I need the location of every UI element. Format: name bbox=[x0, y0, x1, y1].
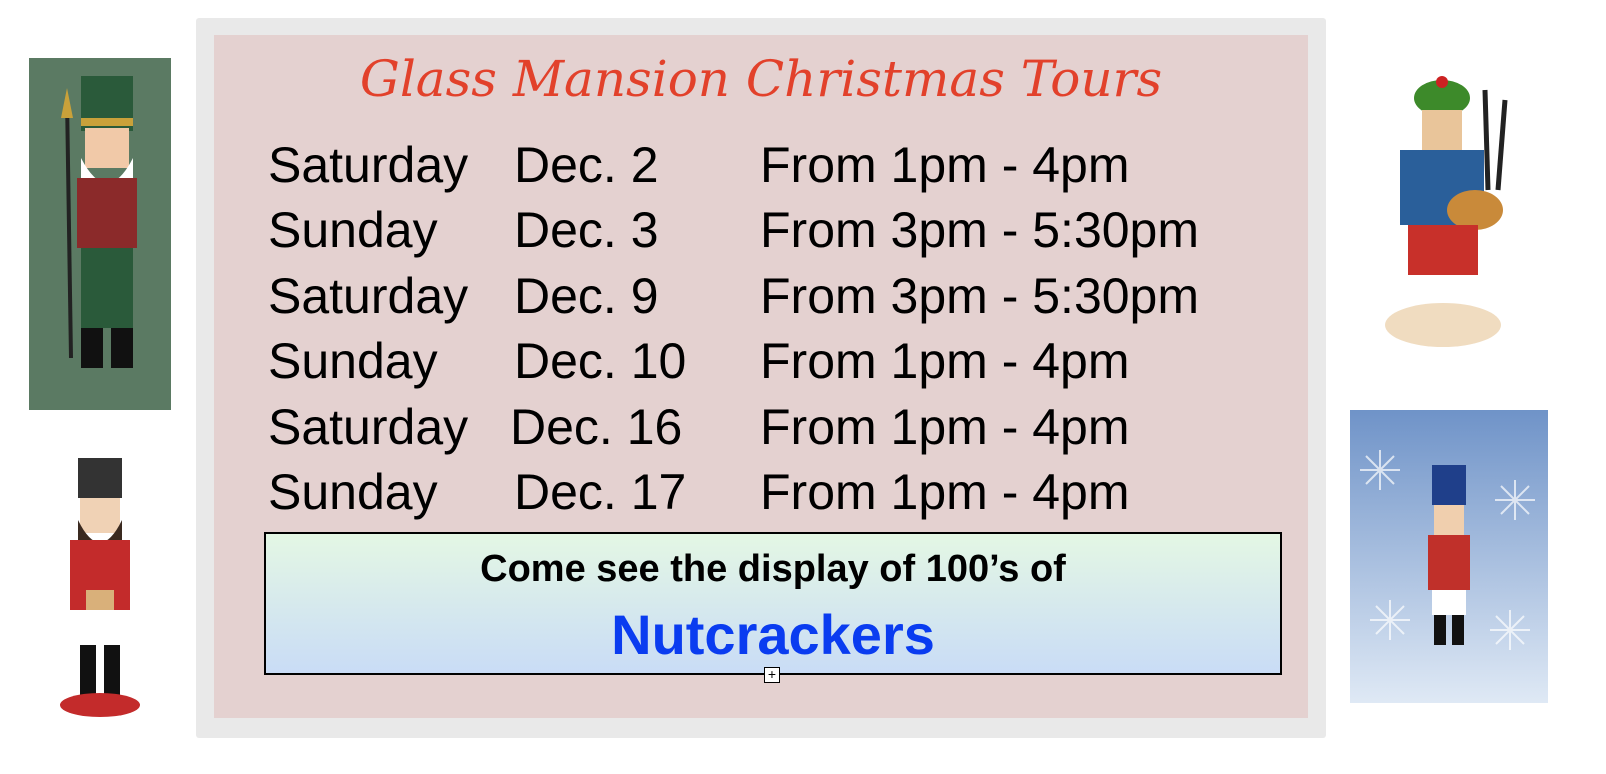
nutcracker-green-illustration[interactable] bbox=[29, 58, 171, 410]
schedule-time: From 3pm - 5:30pm bbox=[760, 202, 1200, 258]
nutcracker-snowflake-card[interactable] bbox=[1350, 410, 1548, 703]
resize-handle[interactable]: + bbox=[764, 667, 780, 683]
schedule-day: Saturday bbox=[268, 137, 469, 193]
schedule-day: Saturday bbox=[268, 268, 469, 324]
schedule-date: Dec. 17 bbox=[514, 464, 687, 520]
schedule-time: From 1pm - 4pm bbox=[760, 137, 1130, 193]
schedule-date: Dec. 16 bbox=[510, 399, 683, 455]
schedule-time: From 1pm - 4pm bbox=[760, 399, 1130, 455]
promo-line-1: Come see the display of 100’s of bbox=[480, 548, 1066, 590]
schedule-day: Sunday bbox=[268, 202, 438, 258]
schedule-date: Dec. 3 bbox=[514, 202, 659, 258]
schedule-time: From 1pm - 4pm bbox=[760, 464, 1130, 520]
flyer-title: Glass Mansion Christmas Tours bbox=[359, 50, 1163, 108]
nutcracker-red-figurine[interactable] bbox=[50, 440, 150, 732]
schedule-date: Dec. 10 bbox=[514, 333, 687, 389]
schedule-date: Dec. 9 bbox=[514, 268, 659, 324]
nutcracker-bagpiper-figurine[interactable] bbox=[1380, 70, 1540, 352]
promo-line-2: Nutcrackers bbox=[611, 603, 935, 666]
schedule-day: Sunday bbox=[268, 464, 438, 520]
schedule-time: From 3pm - 5:30pm bbox=[760, 268, 1200, 324]
schedule-time: From 1pm - 4pm bbox=[760, 333, 1130, 389]
schedule-day: Sunday bbox=[268, 333, 438, 389]
schedule-date: Dec. 2 bbox=[514, 137, 659, 193]
schedule-day: Saturday bbox=[268, 399, 469, 455]
promo-textbox[interactable]: Come see the display of 100’s of Nutcrac… bbox=[264, 532, 1282, 675]
